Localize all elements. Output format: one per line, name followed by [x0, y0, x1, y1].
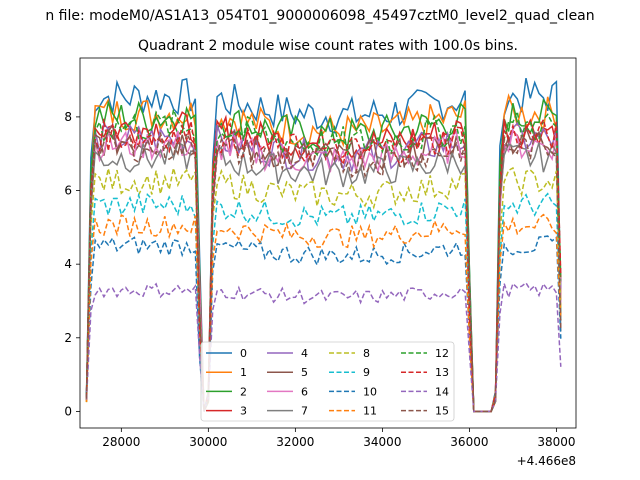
x-axis: 28000 30000 32000 34000 36000 38000	[102, 428, 576, 449]
legend-label: 4	[301, 347, 308, 360]
y-tick-label: 2	[64, 331, 72, 345]
x-tick-label: 38000	[537, 435, 575, 449]
y-axis: 0 2 4 6 8	[64, 110, 80, 418]
x-tick-label: 34000	[363, 435, 401, 449]
series-line-15	[85, 129, 562, 413]
legend-label: 0	[240, 347, 247, 360]
series-line-9	[85, 192, 562, 413]
legend-label: 14	[435, 385, 449, 398]
figure-suptitle: n file: modeM0/AS1A13_054T01_9000006098_…	[45, 8, 594, 24]
legend-label: 15	[435, 405, 449, 418]
legend-box	[200, 341, 455, 422]
x-offset-text: +4.466e8	[517, 454, 576, 468]
legend-label: 6	[301, 385, 308, 398]
y-tick-label: 0	[64, 404, 72, 418]
series-line-8	[85, 166, 562, 413]
y-tick-label: 8	[64, 110, 72, 124]
legend-label: 11	[363, 405, 377, 418]
legend-label: 1	[240, 366, 247, 379]
series-line-10	[85, 235, 562, 413]
x-tick-label: 28000	[102, 435, 140, 449]
legend-label: 12	[435, 347, 449, 360]
series-line-11	[85, 213, 562, 413]
legend-label: 2	[240, 385, 247, 398]
legend-label: 10	[363, 385, 377, 398]
axes-frame	[79, 57, 577, 429]
x-tick-label: 36000	[450, 435, 488, 449]
chart-title: Quadrant 2 module wise count rates with …	[138, 38, 518, 54]
series-layer	[85, 77, 562, 413]
series-line-14	[85, 281, 562, 413]
legend-label: 5	[301, 366, 308, 379]
legend-label: 3	[240, 405, 247, 418]
legend-label: 7	[301, 405, 308, 418]
y-tick-label: 4	[64, 257, 72, 271]
x-tick-label: 30000	[189, 435, 227, 449]
legend-label: 8	[363, 347, 370, 360]
series-line-13	[85, 117, 562, 413]
x-tick-label: 32000	[276, 435, 314, 449]
legend-label: 13	[435, 366, 449, 379]
series-line-12	[85, 106, 562, 413]
legend-label: 9	[363, 366, 370, 379]
y-tick-label: 6	[64, 184, 72, 198]
